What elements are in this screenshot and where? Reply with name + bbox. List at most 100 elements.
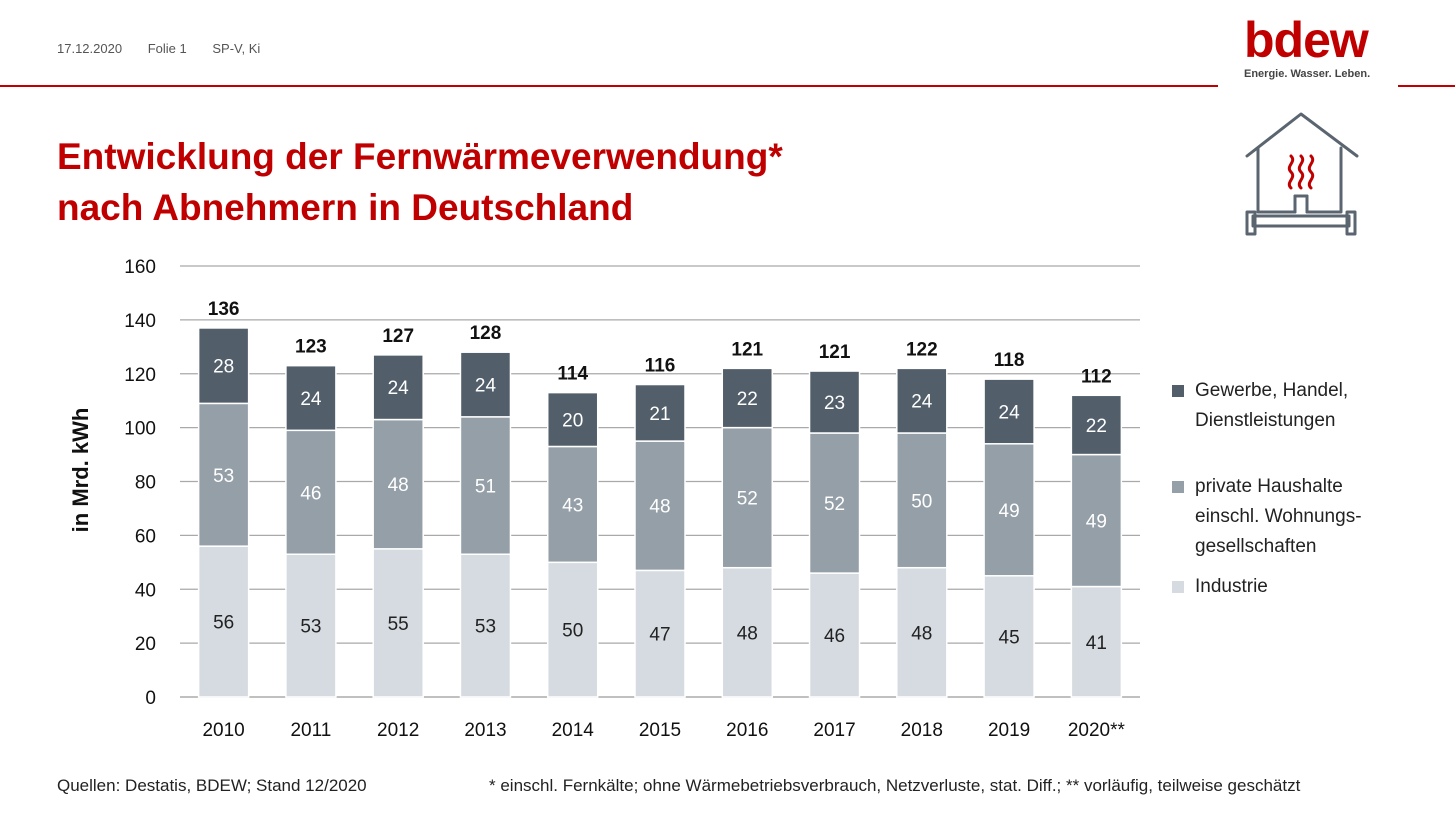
bar-segment — [896, 566, 948, 698]
bar-value-label: 50 — [562, 621, 583, 642]
y-axis-label: in Mrd. kWh — [68, 408, 93, 533]
bar-segment — [197, 327, 250, 405]
bar-segment — [459, 416, 512, 555]
slide-date: 17.12.2020 — [57, 41, 123, 56]
y-tick-label: 140 — [124, 311, 156, 332]
bar-total-label: 127 — [382, 326, 414, 347]
bar-value-label: 52 — [737, 489, 758, 510]
bar-total-label: 121 — [819, 342, 851, 363]
bar-segment — [546, 391, 599, 448]
bar-total-label: 128 — [470, 323, 502, 344]
legend-label-haushalte: private Haushalte einschl. Wohnungs- ges… — [1195, 476, 1362, 557]
house-heating-icon — [1245, 112, 1359, 236]
y-axis-ticks: 0 20 40 60 80 100 120 140 160 — [124, 257, 156, 709]
bar-value-label: 48 — [388, 475, 409, 496]
bar-value-label: 48 — [649, 497, 670, 518]
bar-value-label: 24 — [999, 402, 1021, 423]
bar-value-label: 43 — [562, 495, 583, 516]
x-tick-label: 2011 — [290, 720, 331, 741]
bar-segment — [896, 432, 948, 569]
x-tick-label: 2015 — [639, 720, 681, 741]
bar-segment — [1070, 394, 1123, 456]
bar-segment — [1070, 585, 1123, 698]
bar-value-label: 22 — [737, 389, 758, 410]
x-tick-label: 2016 — [726, 720, 768, 741]
bar-value-label: 41 — [1086, 633, 1107, 654]
bar-total-label: 118 — [994, 350, 1025, 371]
bar-segment — [372, 354, 424, 421]
x-tick-label: 2014 — [552, 720, 595, 741]
bar-segment — [285, 553, 337, 698]
stacked-bar-chart: 0 20 40 60 80 100 120 140 160 56 53 28 136 53 46 24 123… — [68, 257, 1140, 741]
bar-value-label: 53 — [300, 617, 321, 638]
bar-value-label: 48 — [911, 623, 932, 644]
logo-word: bdew — [1244, 12, 1369, 68]
bar-value-label: 24 — [911, 392, 933, 413]
bar-value-label: 47 — [649, 625, 670, 646]
legend-swatch-gewerbe — [1172, 385, 1184, 397]
bar-segment — [896, 367, 948, 434]
bar-segment — [983, 378, 1035, 445]
bar-value-label: 22 — [1086, 416, 1107, 437]
bar-segment — [634, 440, 686, 572]
y-tick-label: 160 — [124, 257, 156, 278]
bdew-logo: bdew Energie. Wasser. Leben. — [1244, 12, 1374, 80]
x-tick-label: 2012 — [377, 720, 419, 741]
y-tick-label: 120 — [124, 365, 156, 386]
bar-segment — [459, 553, 512, 698]
bar-value-label: 52 — [824, 494, 845, 515]
bar-value-label: 24 — [300, 389, 322, 410]
bar-segment — [459, 351, 512, 418]
bar-value-label: 53 — [475, 617, 496, 638]
y-tick-label: 100 — [124, 419, 156, 440]
header-rule-right — [1398, 85, 1455, 87]
legend-label-industrie: Industrie — [1195, 576, 1268, 597]
bar-value-label: 28 — [213, 357, 234, 378]
x-tick-label: 2018 — [901, 720, 943, 741]
bar-segment — [197, 402, 250, 547]
slide-meta: 17.12.2020 Folie 1 SP-V, Ki — [57, 41, 282, 56]
legend-swatch-industrie — [1172, 581, 1184, 593]
bar-value-label: 21 — [649, 404, 670, 425]
bar-segment — [808, 572, 861, 698]
bar-value-label: 55 — [388, 614, 409, 635]
bar-value-label: 45 — [999, 627, 1020, 648]
x-tick-label: 2019 — [988, 720, 1030, 741]
bar-value-label: 50 — [911, 491, 932, 512]
bar-value-label: 51 — [475, 477, 496, 498]
x-tick-label: 2017 — [813, 720, 855, 741]
bar-value-label: 24 — [388, 378, 410, 399]
bar-value-label: 53 — [213, 466, 234, 487]
bar-segment — [983, 575, 1035, 698]
bar-value-label: 56 — [213, 613, 234, 634]
bar-segment — [721, 566, 774, 698]
bar-segment — [197, 545, 250, 698]
bar-total-label: 112 — [1081, 366, 1112, 387]
footer-note: * einschl. Fernkälte; ohne Wärmebetriebs… — [489, 776, 1301, 795]
title-line-2: nach Abnehmern in Deutschland — [57, 187, 634, 228]
y-tick-label: 0 — [145, 688, 156, 709]
bar-total-label: 123 — [295, 337, 327, 358]
slide-author: SP-V, Ki — [212, 41, 261, 56]
bar-value-label: 46 — [300, 483, 321, 504]
bar-value-label: 49 — [1086, 512, 1107, 533]
bar-total-label: 136 — [208, 299, 240, 320]
logo-tagline: Energie. Wasser. Leben. — [1244, 68, 1371, 80]
bar-value-label: 23 — [824, 393, 845, 414]
y-tick-label: 80 — [135, 473, 156, 494]
bar-value-label: 20 — [562, 411, 583, 432]
bar-total-label: 121 — [731, 339, 763, 360]
x-axis-ticks: 2010 2011 2012 2013 2014 2015 2016 2017 2018 2019… — [202, 720, 1125, 741]
bar-total-label: 122 — [906, 339, 938, 360]
bar-segment — [634, 569, 686, 698]
title-line-1: Entwicklung der Fernwärmeverwendung* — [57, 136, 783, 177]
bar-total-label: 116 — [645, 356, 676, 377]
bar-total-label: 114 — [557, 364, 588, 385]
bar-segment — [546, 561, 599, 698]
header-rule-left — [0, 85, 1218, 87]
legend-label-gewerbe: Gewerbe, Handel, Dienstleistungen — [1195, 380, 1349, 431]
slide-number: Folie 1 — [147, 41, 187, 56]
bar-value-label: 24 — [475, 376, 497, 397]
y-tick-label: 60 — [135, 526, 156, 547]
bar-segment — [634, 383, 686, 442]
